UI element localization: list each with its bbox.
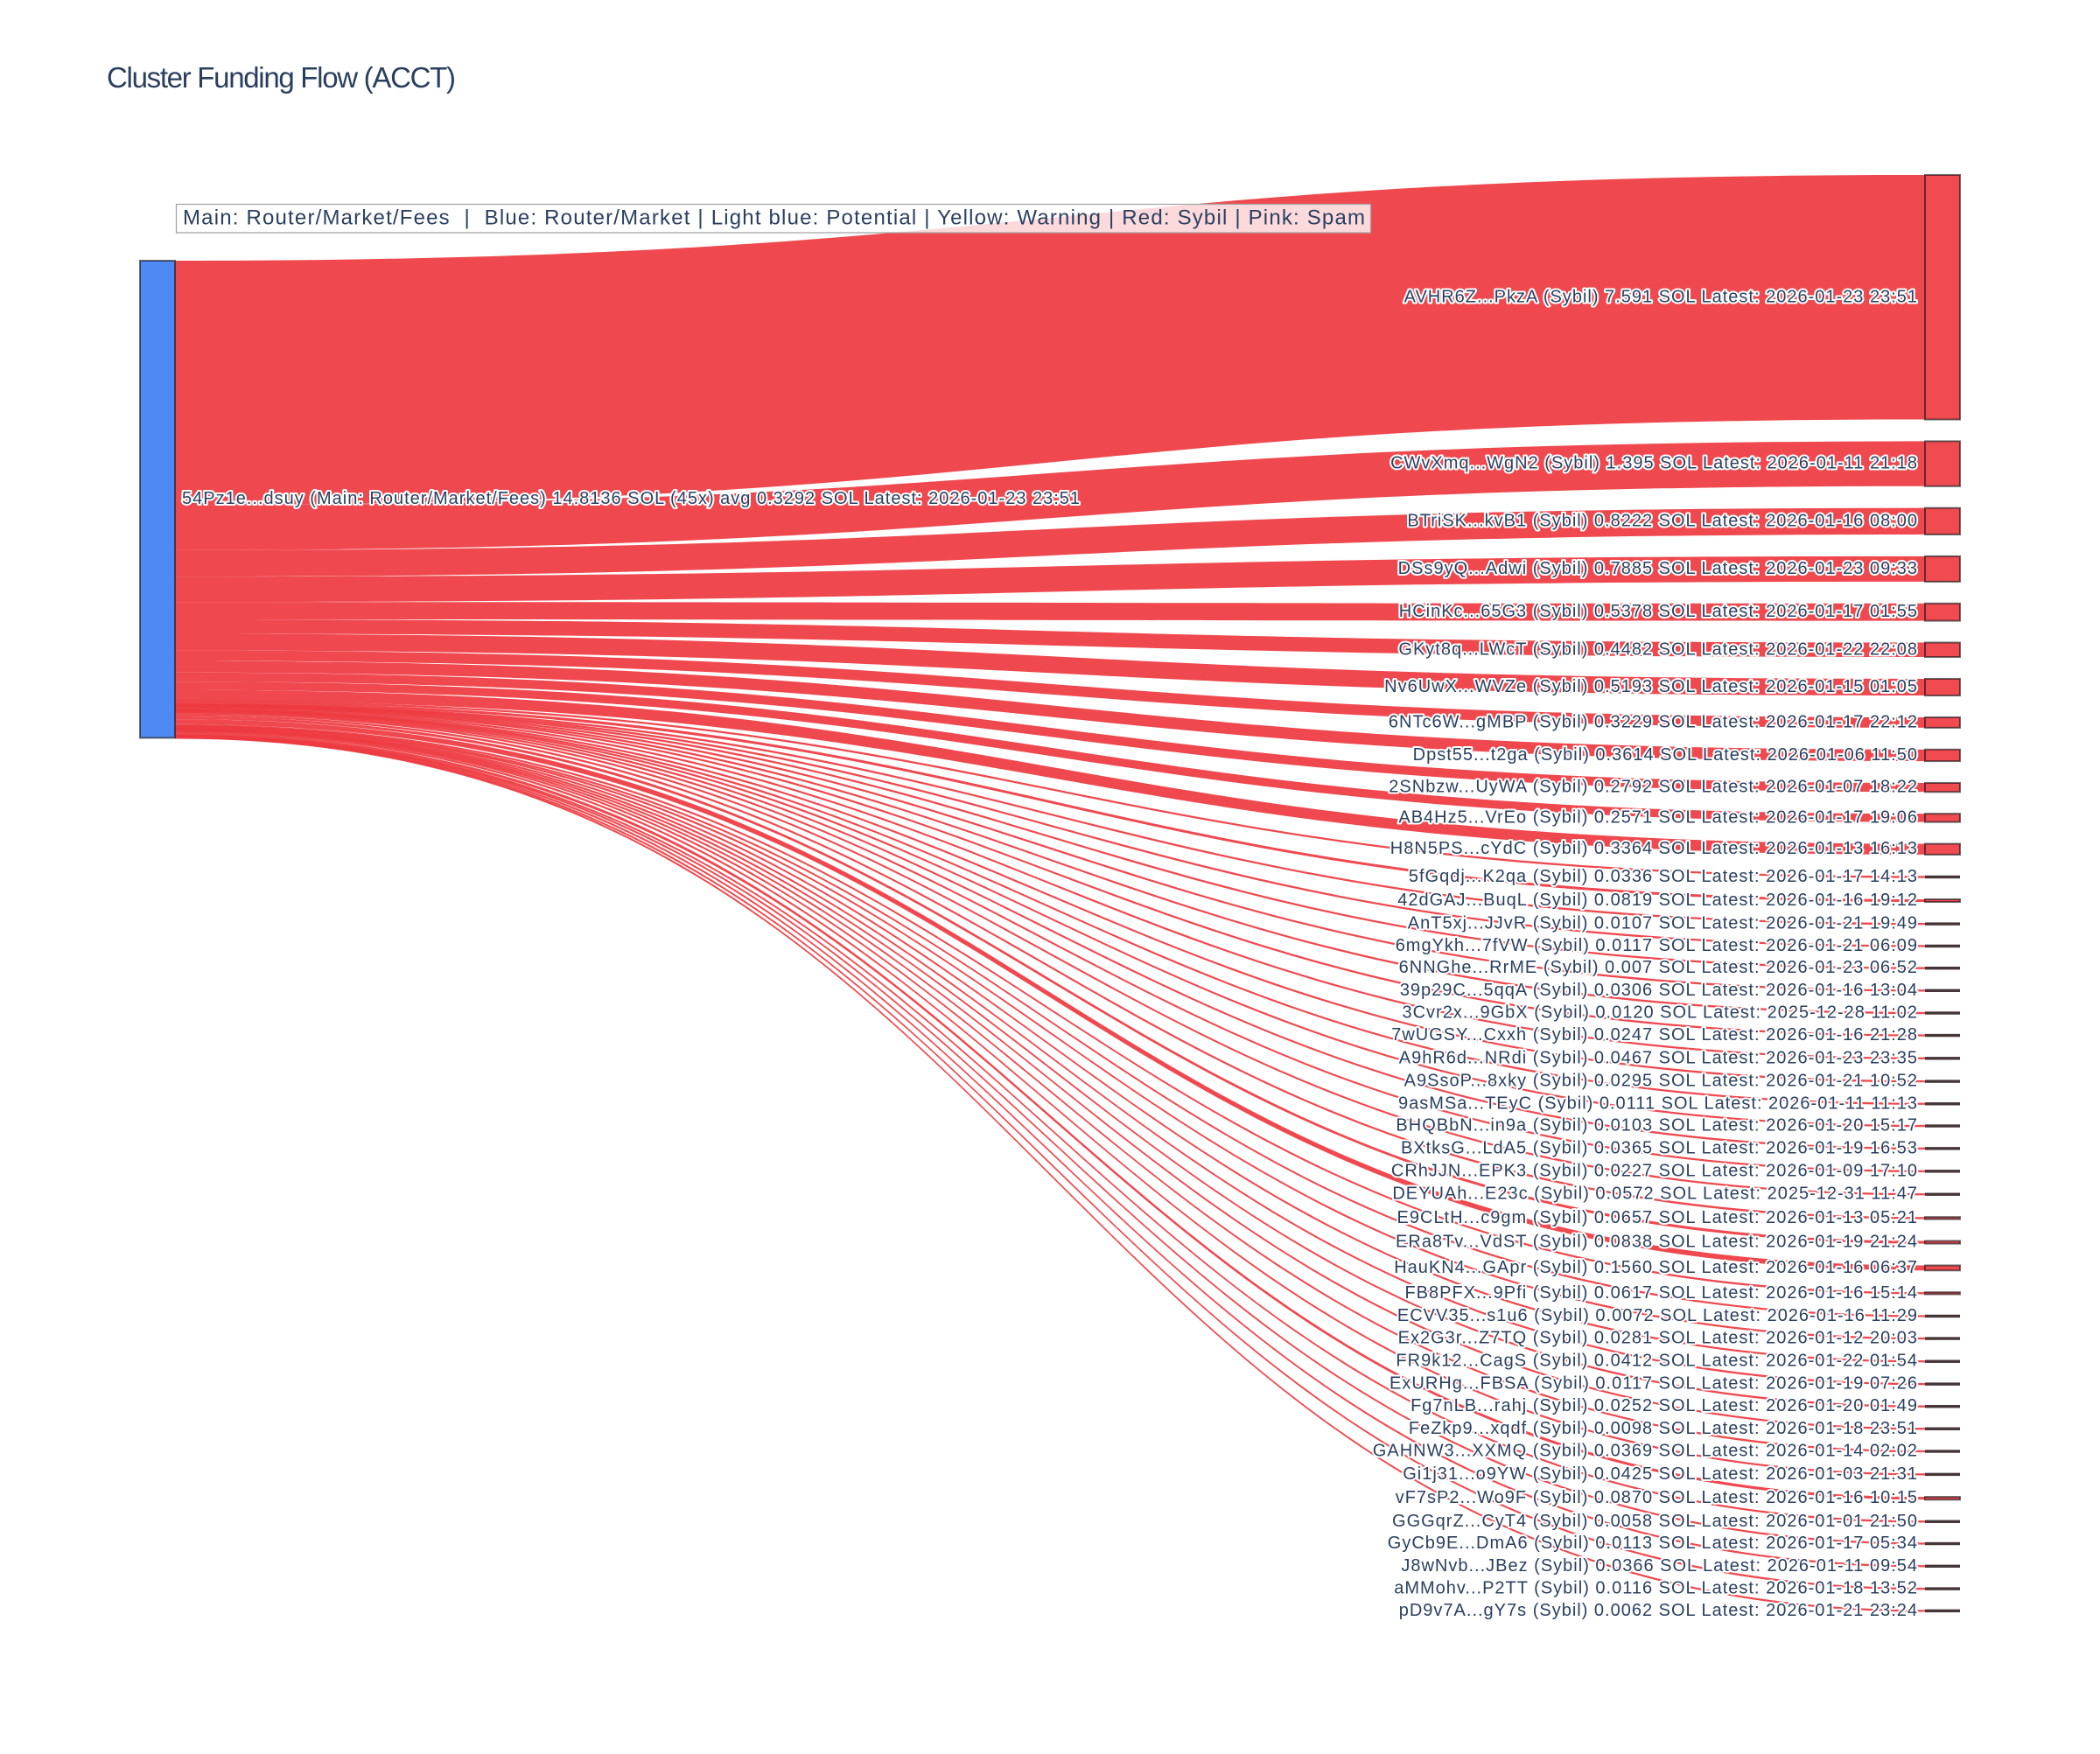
- svg-text:GKyt8q...LWcT (Sybil) 0.4482 S: GKyt8q...LWcT (Sybil) 0.4482 SOL Latest:…: [1398, 639, 1918, 659]
- svg-text:AB4Hz5...VrEo (Sybil) 0.2571 S: AB4Hz5...VrEo (Sybil) 0.2571 SOL Latest:…: [1398, 807, 1918, 827]
- svg-text:CRhJJN...EPK3 (Sybil) 0.0227 S: CRhJJN...EPK3 (Sybil) 0.0227 SOL Latest:…: [1391, 1161, 1918, 1180]
- svg-text:Fg7nLB...rahj (Sybil) 0.0252 S: Fg7nLB...rahj (Sybil) 0.0252 SOL Latest:…: [1410, 1396, 1918, 1415]
- svg-text:pD9v7A...gY7s (Sybil) 0.0062 S: pD9v7A...gY7s (Sybil) 0.0062 SOL Latest:…: [1399, 1601, 1918, 1620]
- svg-text:BXtksG...LdA5 (Sybil) 0.0365 S: BXtksG...LdA5 (Sybil) 0.0365 SOL Latest:…: [1401, 1138, 1918, 1157]
- svg-text:9asMSa...TEyC (Sybil) 0.0111 S: 9asMSa...TEyC (Sybil) 0.0111 SOL Latest:…: [1398, 1094, 1918, 1113]
- svg-text:aMMohv...P2TT (Sybil) 0.0116 S: aMMohv...P2TT (Sybil) 0.0116 SOL Latest:…: [1394, 1579, 1918, 1598]
- svg-text:6mgYkh...7fVW (Sybil) 0.0117 S: 6mgYkh...7fVW (Sybil) 0.0117 SOL Latest:…: [1396, 936, 1918, 955]
- svg-text:39p29C...5qqA (Sybil) 0.0306 S: 39p29C...5qqA (Sybil) 0.0306 SOL Latest:…: [1400, 981, 1918, 1000]
- svg-text:Dpst55...t2ga (Sybil) 0.3614 S: Dpst55...t2ga (Sybil) 0.3614 SOL Latest:…: [1413, 745, 1918, 765]
- svg-text:DSs9yQ...Adwi (Sybil) 0.7885 S: DSs9yQ...Adwi (Sybil) 0.7885 SOL Latest:…: [1398, 559, 1918, 578]
- svg-text:J8wNvb...JBez (Sybil) 0.0366 S: J8wNvb...JBez (Sybil) 0.0366 SOL Latest:…: [1401, 1556, 1918, 1576]
- svg-text:Nv6UwX...WVZe (Sybil) 0.5193 S: Nv6UwX...WVZe (Sybil) 0.5193 SOL Latest:…: [1384, 677, 1918, 696]
- svg-text:BTriSK...kvB1 (Sybil) 0.8222 S: BTriSK...kvB1 (Sybil) 0.8222 SOL Latest:…: [1407, 511, 1918, 530]
- svg-text:GAHNW3...XXMQ (Sybil) 0.0369 S: GAHNW3...XXMQ (Sybil) 0.0369 SOL Latest:…: [1373, 1442, 1918, 1461]
- svg-text:ExURHg...FBSA (Sybil) 0.0117 S: ExURHg...FBSA (Sybil) 0.0117 SOL Latest:…: [1390, 1374, 1918, 1394]
- svg-text:AnT5xj...JJvR (Sybil) 0.0107 S: AnT5xj...JJvR (Sybil) 0.0107 SOL Latest:…: [1408, 914, 1918, 933]
- svg-text:Cluster Funding Flow (ACCT): Cluster Funding Flow (ACCT): [107, 61, 456, 94]
- svg-text:vF7sP2...Wo9F (Sybil) 0.0870 S: vF7sP2...Wo9F (Sybil) 0.0870 SOL Latest:…: [1396, 1488, 1918, 1507]
- svg-text:CWvXmq...WgN2 (Sybil) 1.395 SO: CWvXmq...WgN2 (Sybil) 1.395 SOL Latest: …: [1390, 454, 1918, 473]
- svg-text:BHQBbN...in9a (Sybil) 0.0103 S: BHQBbN...in9a (Sybil) 0.0103 SOL Latest:…: [1396, 1116, 1918, 1136]
- svg-text:Gi1j31...o9YW (Sybil) 0.0425 S: Gi1j31...o9YW (Sybil) 0.0425 SOL Latest:…: [1403, 1464, 1918, 1484]
- svg-text:42dGAJ...BuqL (Sybil) 0.0819 S: 42dGAJ...BuqL (Sybil) 0.0819 SOL Latest:…: [1397, 891, 1918, 910]
- svg-text:GGGqrZ...CyT4 (Sybil) 0.0058 S: GGGqrZ...CyT4 (Sybil) 0.0058 SOL Latest:…: [1392, 1512, 1918, 1531]
- svg-text:A9SsoP...8xky (Sybil) 0.0295 S: A9SsoP...8xky (Sybil) 0.0295 SOL Latest:…: [1404, 1072, 1918, 1091]
- svg-text:A9hR6d...NRdi (Sybil) 0.0467 S: A9hR6d...NRdi (Sybil) 0.0467 SOL Latest:…: [1399, 1048, 1918, 1067]
- svg-text:Ex2G3r...Z7TQ (Sybil) 0.0281 S: Ex2G3r...Z7TQ (Sybil) 0.0281 SOL Latest:…: [1398, 1329, 1918, 1348]
- svg-text:7wUGSY...Cxxh (Sybil) 0.0247 S: 7wUGSY...Cxxh (Sybil) 0.0247 SOL Latest:…: [1391, 1025, 1918, 1045]
- svg-text:FeZkp9...xqdf (Sybil) 0.0098 S: FeZkp9...xqdf (Sybil) 0.0098 SOL Latest:…: [1409, 1419, 1918, 1438]
- svg-text:Main: Router/Market/Fees | B: Main: Router/Market/Fees | Blue: Router/…: [183, 206, 1365, 230]
- svg-text:54Pz1e...dsuy (Main: Router/Ma: 54Pz1e...dsuy (Main: Router/Market/Fees)…: [182, 489, 1081, 508]
- svg-text:ECVV35...s1u6 (Sybil) 0.0072 S: ECVV35...s1u6 (Sybil) 0.0072 SOL Latest:…: [1397, 1306, 1918, 1325]
- svg-text:H8N5PS...cYdC (Sybil) 0.3364 S: H8N5PS...cYdC (Sybil) 0.3364 SOL Latest:…: [1390, 839, 1918, 858]
- svg-text:HCinKc...65G3 (Sybil) 0.5378 S: HCinKc...65G3 (Sybil) 0.5378 SOL Latest:…: [1399, 602, 1918, 621]
- svg-text:AVHR6Z...PkzA (Sybil) 7.591 SO: AVHR6Z...PkzA (Sybil) 7.591 SOL Latest: …: [1404, 287, 1918, 306]
- svg-text:6NTc6W...gMBP (Sybil) 0.3229 S: 6NTc6W...gMBP (Sybil) 0.3229 SOL Latest:…: [1389, 712, 1918, 731]
- svg-text:GyCb9E...DmA6 (Sybil) 0.0113 S: GyCb9E...DmA6 (Sybil) 0.0113 SOL Latest:…: [1388, 1534, 1918, 1553]
- svg-text:5fGqdj...K2qa (Sybil) 0.0336 S: 5fGqdj...K2qa (Sybil) 0.0336 SOL Latest:…: [1409, 867, 1918, 886]
- svg-text:HauKN4...GApr (Sybil) 0.1560 S: HauKN4...GApr (Sybil) 0.1560 SOL Latest:…: [1394, 1258, 1918, 1277]
- svg-text:6NNGhe...RrME (Sybil) 0.007 SO: 6NNGhe...RrME (Sybil) 0.007 SOL Latest: …: [1399, 958, 1918, 977]
- svg-text:FR9k12...CagS (Sybil) 0.0412 S: FR9k12...CagS (Sybil) 0.0412 SOL Latest:…: [1396, 1352, 1918, 1371]
- svg-text:3Cvr2x...9GbX (Sybil) 0.0120 S: 3Cvr2x...9GbX (Sybil) 0.0120 SOL Latest:…: [1402, 1003, 1918, 1023]
- svg-text:DEYUAh...E23c (Sybil) 0.0572 S: DEYUAh...E23c (Sybil) 0.0572 SOL Latest:…: [1392, 1184, 1918, 1204]
- svg-text:2SNbzw...UyWA (Sybil) 0.2792 S: 2SNbzw...UyWA (Sybil) 0.2792 SOL Latest:…: [1389, 778, 1918, 797]
- svg-text:E9CLtH...c9gm (Sybil) 0.0657 S: E9CLtH...c9gm (Sybil) 0.0657 SOL Latest:…: [1397, 1208, 1918, 1227]
- svg-text:FB8PFX...9Pfi (Sybil) 0.0617 S: FB8PFX...9Pfi (Sybil) 0.0617 SOL Latest:…: [1404, 1283, 1918, 1303]
- svg-text:ERa8Tv...VdST (Sybil) 0.0838 S: ERa8Tv...VdST (Sybil) 0.0838 SOL Latest:…: [1396, 1233, 1918, 1252]
